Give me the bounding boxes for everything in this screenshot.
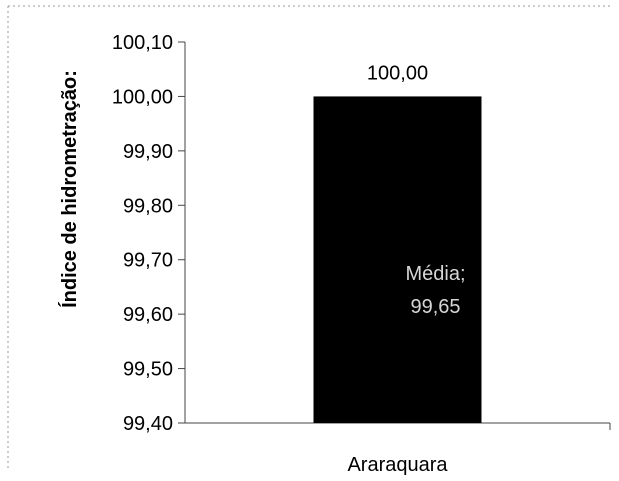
y-tick-label: 99,70 [123,250,173,272]
bar [313,96,482,423]
y-tick-label: 99,40 [123,413,173,435]
y-tick-label: 99,90 [123,141,173,163]
x-axis [185,422,611,430]
y-axis-title: Índice de hidrometração: [58,70,81,308]
y-tick-label: 99,50 [123,359,173,381]
y-axis: 99,40 99,50 99,60 99,70 99,80 99,90 100,00 100,… [112,32,186,435]
bars: 100,00 Araraquara [313,62,482,476]
y-tick-label: 100,00 [112,86,173,108]
overlay-annotation-line: Média; [405,263,465,285]
overlay-annotation: Média; 99,65 [405,263,465,318]
y-tick-label: 99,60 [123,304,173,326]
x-category-label: Araraquara [347,454,448,476]
bar-data-label: 100,00 [367,62,428,84]
y-tick-label: 99,80 [123,195,173,217]
y-tick-label: 100,10 [112,32,173,54]
overlay-annotation-line: 99,65 [410,296,460,318]
